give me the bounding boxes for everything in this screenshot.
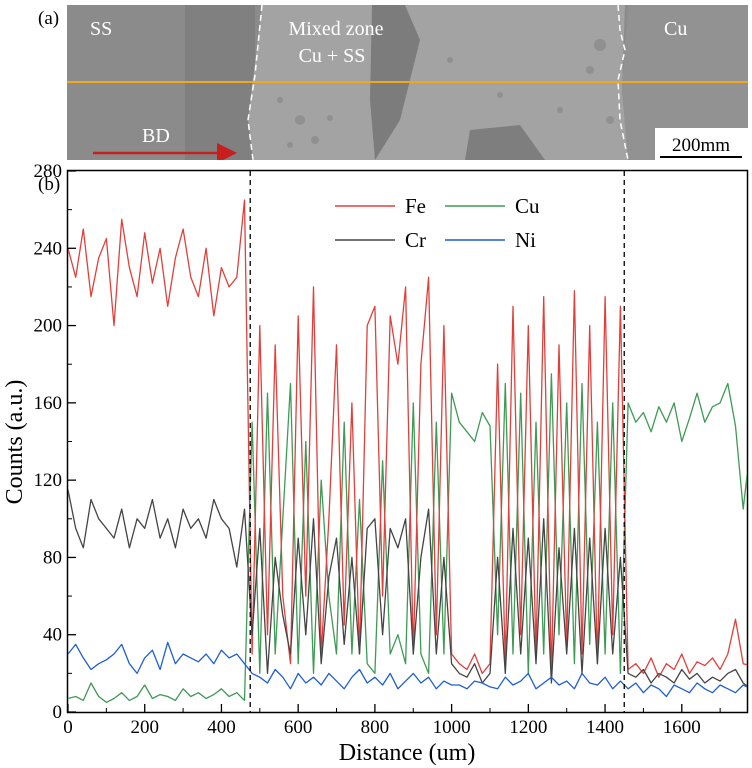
x-tick-label: 1000: [433, 717, 471, 738]
label-cu: Cu: [664, 18, 687, 40]
legend-label-cr: Cr: [405, 228, 426, 252]
x-tick-label: 0: [63, 717, 73, 738]
y-tick-label: 0: [53, 702, 63, 723]
label-ss: SS: [90, 18, 112, 40]
y-tick-label: 280: [34, 161, 63, 182]
series-layer: [68, 199, 747, 703]
boundary-right: [617, 5, 629, 160]
axes: 0 200 400 600 800 1000 1200 1400 1600 0 40 80 120 160…: [34, 161, 721, 738]
y-axis-label: Counts (a.u.): [2, 380, 28, 505]
panel-a-label: (a): [38, 8, 59, 29]
x-tick-label: 200: [130, 717, 159, 738]
scale-bar-label: 200mm: [672, 135, 730, 156]
x-tick-label: 1400: [586, 717, 624, 738]
x-axis-label: Distance (um): [339, 740, 476, 766]
y-tick-label: 120: [34, 470, 63, 491]
x-tick-label: 800: [361, 717, 390, 738]
series-line-cu: [68, 373, 747, 703]
label-bd: BD: [142, 125, 170, 147]
x-tick-label: 1200: [509, 717, 547, 738]
panel-b-label: (b): [38, 174, 60, 195]
legend: Fe Cu Cr Ni: [335, 194, 540, 252]
scale-bar-box: [655, 128, 748, 160]
label-mixed-zone: Mixed zone: [289, 18, 384, 40]
precipitates: [277, 39, 614, 148]
y-tick-label: 200: [34, 316, 63, 337]
series-line-ni: [68, 641, 747, 698]
dark-grain: [465, 125, 545, 160]
y-tick-label: 80: [43, 547, 62, 568]
boundary-left: [247, 5, 263, 160]
series-line-cr: [68, 489, 747, 687]
legend-label-ni: Ni: [515, 228, 536, 252]
y-tick-label: 160: [34, 393, 63, 414]
series-line-fe: [68, 199, 747, 678]
chart-panel: (b) 0 200 400 600 800 1000 1200 1400 1600 0 40 80 12…: [2, 161, 749, 766]
legend-label-cu: Cu: [515, 194, 540, 218]
y-tick-label: 40: [43, 625, 62, 646]
boundary-lines: [249, 171, 625, 712]
x-tick-label: 600: [284, 717, 313, 738]
label-cu-ss: Cu + SS: [299, 45, 366, 67]
x-tick-label: 400: [207, 717, 236, 738]
plot-frame: [66, 169, 749, 714]
x-tick-label: 1600: [663, 717, 701, 738]
y-tick-label: 240: [34, 238, 63, 259]
micrograph-panel: (a) SS Mixed zone Cu + SS Cu BD 200mm: [38, 5, 748, 160]
legend-label-fe: Fe: [405, 194, 426, 218]
